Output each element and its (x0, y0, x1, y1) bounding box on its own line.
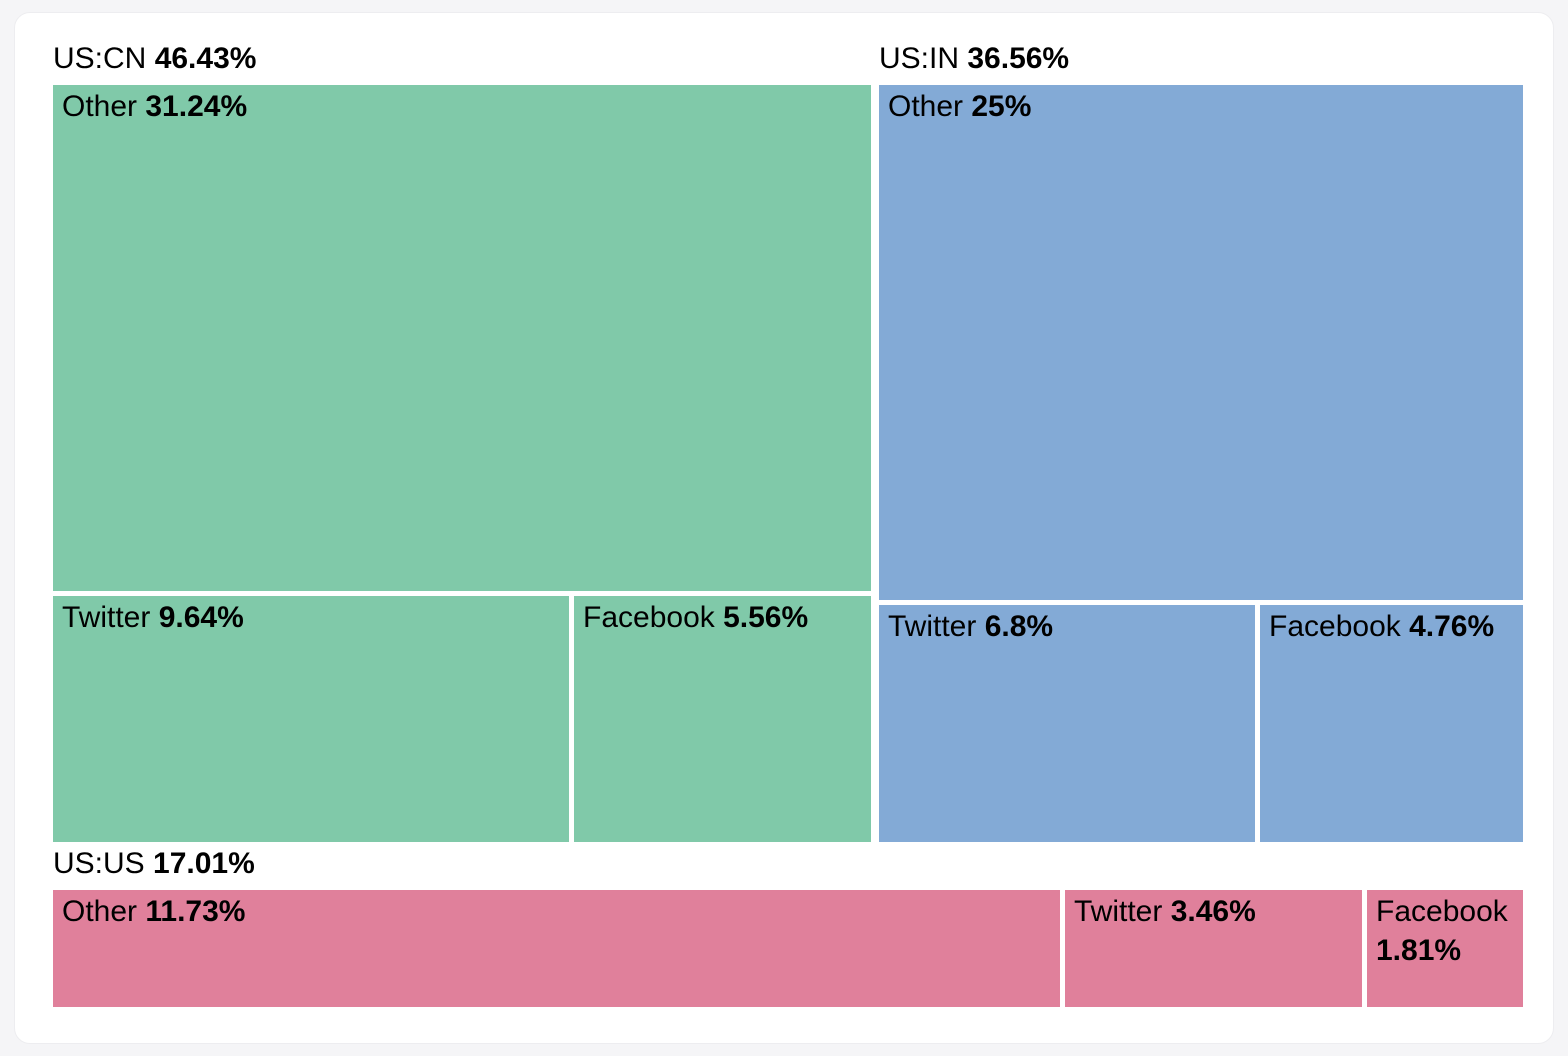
label-name: Facebook (583, 601, 715, 634)
treemap-cell-facebook-us-us[interactable]: Facebook 1.81% (1367, 890, 1523, 1007)
label-value: 31.24% (145, 90, 248, 123)
label-value: 1.81% (1376, 934, 1462, 967)
label-value: 36.56% (967, 42, 1070, 75)
label-value: 6.8% (984, 610, 1054, 643)
label-name: Other (62, 895, 138, 928)
label-value: 46.43% (154, 42, 257, 75)
label-name: US:IN (879, 42, 960, 75)
label-name: Facebook (1376, 895, 1508, 928)
treemap-cell-other-us-us[interactable]: Other 11.73% (53, 890, 1060, 1007)
label-name: Twitter (888, 610, 977, 643)
treemap-cell-twitter-us-us[interactable]: Twitter 3.46% (1065, 890, 1362, 1007)
label-name: US:CN (53, 42, 147, 75)
group-header-us-cn: US:CN 46.43% (53, 37, 871, 85)
label-name: Twitter (62, 601, 151, 634)
label-value: 9.64% (158, 601, 244, 634)
label-name: Twitter (1074, 895, 1163, 928)
label-value: 4.76% (1409, 610, 1495, 643)
label-value: 11.73% (145, 895, 246, 928)
treemap-cell-facebook-us-in[interactable]: Facebook 4.76% (1260, 605, 1523, 842)
label-value: 17.01% (153, 847, 255, 880)
label-name: Other (62, 90, 138, 123)
group-header-us-in: US:IN 36.56% (879, 37, 1523, 85)
treemap-cell-facebook-us-cn[interactable]: Facebook 5.56% (574, 596, 871, 842)
label-name: Other (888, 90, 964, 123)
label-value: 5.56% (723, 601, 809, 634)
label-value: 25% (971, 90, 1032, 123)
treemap-cell-twitter-us-cn[interactable]: Twitter 9.64% (53, 596, 569, 842)
label-name: US:US (53, 847, 145, 880)
chart-card: US:CN 46.43% Other 31.24% Twitter 9.64% Fac… (14, 12, 1554, 1044)
label-name: Facebook (1269, 610, 1401, 643)
treemap-chart: US:CN 46.43% Other 31.24% Twitter 9.64% Fac… (53, 37, 1523, 1007)
treemap-cell-twitter-us-in[interactable]: Twitter 6.8% (879, 605, 1255, 842)
label-value: 3.46% (1170, 895, 1256, 928)
treemap-cell-other-us-in[interactable]: Other 25% (879, 85, 1523, 600)
group-header-us-us: US:US 17.01% (53, 842, 1523, 890)
treemap-cell-other-us-cn[interactable]: Other 31.24% (53, 85, 871, 591)
